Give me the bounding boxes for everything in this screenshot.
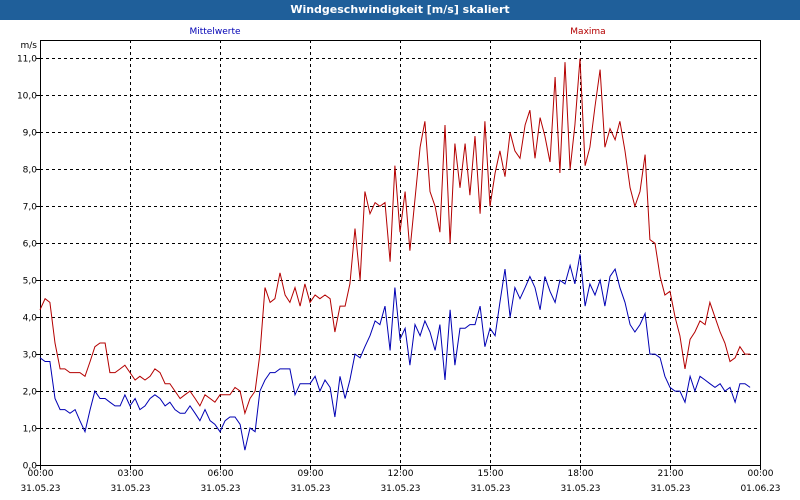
x-tick-time-label: 00:00	[748, 469, 774, 479]
y-tick-label: 11,0	[17, 55, 37, 65]
series-line-mittelwerte	[39, 254, 751, 451]
x-tick-time-label: 12:00	[388, 469, 414, 479]
x-tick-date-label: 31.05.23	[110, 484, 150, 494]
x-axis-ticks: 00:00 31.05.23 03:00 31.05.23 06:00 31.05.23 0…	[20, 465, 781, 494]
x-tick-date-label: 31.05.23	[650, 484, 690, 494]
wind-speed-chart: m/s 0,0 1,0 2,0 3,0 4,0 5,0 6,0 7,0 8,0 9,0 10,0 11…	[17, 27, 781, 494]
x-tick-time-label: 18:00	[568, 469, 594, 479]
chart-grid	[40, 40, 760, 466]
x-tick-time-label: 00:00	[28, 469, 54, 479]
x-tick-date-label: 31.05.23	[290, 484, 330, 494]
y-tick-label: 10,0	[17, 92, 37, 102]
chart-title: Windgeschwindigkeit [m/s] skaliert	[0, 0, 800, 20]
y-tick-label: 2,0	[23, 388, 38, 398]
y-tick-label: 5,0	[23, 277, 38, 287]
y-tick-label: 1,0	[23, 425, 38, 435]
y-tick-label: 6,0	[23, 240, 38, 250]
y-tick-label: 4,0	[23, 314, 38, 324]
y-axis-ticks: 0,0 1,0 2,0 3,0 4,0 5,0 6,0 7,0 8,0 9,0 10,0 11,0	[17, 55, 40, 472]
series-line-maxima	[39, 58, 751, 416]
x-tick-date-label: 31.05.23	[380, 484, 420, 494]
y-tick-label: 8,0	[23, 166, 38, 176]
x-tick-time-label: 09:00	[298, 469, 324, 479]
x-tick-date-label: 31.05.23	[200, 484, 240, 494]
legend-maxima: Maxima	[570, 27, 605, 37]
y-tick-label: 7,0	[23, 203, 38, 213]
x-tick-time-label: 15:00	[478, 469, 504, 479]
x-tick-date-label: 31.05.23	[20, 484, 60, 494]
y-tick-label: 0,0	[23, 462, 38, 472]
legend-mittelwerte: Mittelwerte	[189, 27, 240, 37]
x-tick-time-label: 06:00	[208, 469, 234, 479]
x-tick-time-label: 03:00	[118, 469, 144, 479]
x-tick-date-label: 01.06.23	[740, 484, 780, 494]
x-tick-date-label: 31.05.23	[470, 484, 510, 494]
y-tick-label: 9,0	[23, 129, 38, 139]
x-tick-date-label: 31.05.23	[560, 484, 600, 494]
x-tick-time-label: 21:00	[658, 469, 684, 479]
y-tick-label: 3,0	[23, 351, 38, 361]
y-axis-label: m/s	[21, 41, 38, 51]
